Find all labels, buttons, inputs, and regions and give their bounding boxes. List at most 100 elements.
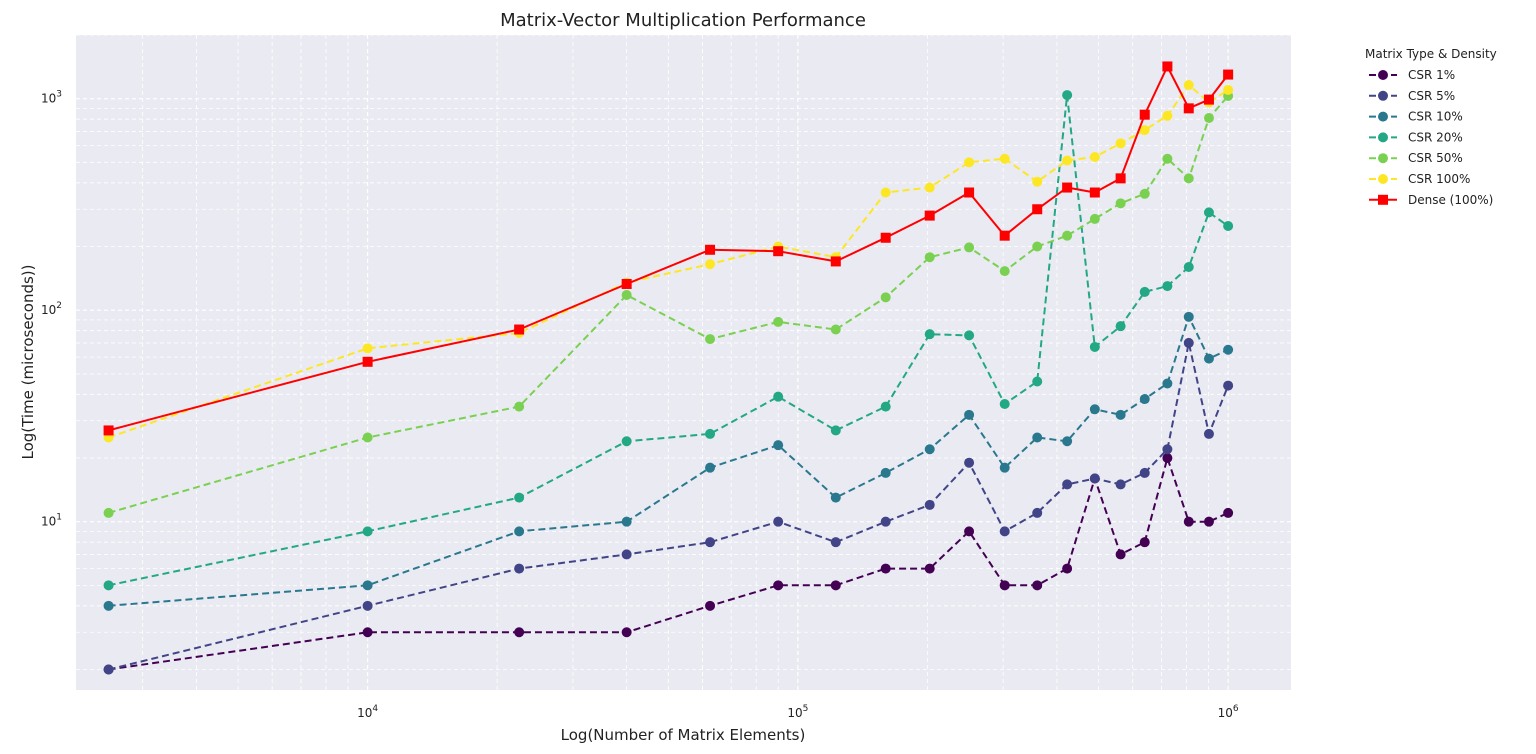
data-point: [1032, 580, 1043, 591]
data-point: [103, 664, 114, 675]
data-point: [514, 492, 525, 503]
data-point: [999, 153, 1010, 164]
data-point: [1183, 337, 1194, 348]
legend-item-csr-20: CSR 20%: [1369, 130, 1463, 144]
data-point: [1203, 113, 1214, 124]
data-point: [1203, 428, 1214, 439]
data-point: [880, 516, 891, 527]
data-point: [103, 600, 114, 611]
data-point: [1139, 109, 1150, 120]
data-point: [880, 467, 891, 478]
series-line-csr-100: [108, 84, 1229, 439]
data-point: [514, 401, 525, 412]
data-point: [1115, 549, 1126, 560]
data-point: [1183, 516, 1194, 527]
legend-label: CSR 20%: [1408, 130, 1463, 144]
series-csr-10: [103, 311, 1234, 611]
y-axis-label: Log(Time (microseconds)): [19, 264, 37, 459]
data-point: [1223, 84, 1234, 95]
data-point: [964, 157, 975, 168]
legend-swatch-marker: [1378, 132, 1388, 143]
data-point: [1223, 69, 1234, 80]
data-point: [362, 627, 373, 638]
data-point: [1139, 467, 1150, 478]
data-point: [1089, 341, 1100, 352]
data-point: [773, 440, 784, 451]
data-point: [362, 600, 373, 611]
series-line-csr-5: [108, 341, 1230, 671]
data-point: [773, 580, 784, 591]
data-point: [621, 516, 632, 527]
data-point: [1062, 230, 1073, 241]
y-tick-label: 101: [41, 513, 62, 529]
data-point: [1162, 110, 1173, 121]
data-point: [705, 600, 716, 611]
data-point: [1183, 173, 1194, 184]
legend-swatch-marker: [1378, 153, 1388, 164]
series-layer: [103, 61, 1234, 675]
data-point: [705, 259, 716, 270]
data-point: [1089, 187, 1100, 198]
data-point: [830, 580, 841, 591]
series-line-dense-100: [108, 65, 1229, 432]
data-point: [1223, 221, 1234, 232]
data-point: [1062, 436, 1073, 447]
data-point: [103, 580, 114, 591]
data-point: [1089, 404, 1100, 415]
data-point: [1183, 261, 1194, 272]
data-point: [999, 580, 1010, 591]
y-tick-label: 102: [41, 301, 62, 317]
legend-swatch-marker: [1378, 90, 1388, 101]
data-point: [621, 278, 632, 289]
series-dense-100: [103, 61, 1234, 436]
data-point: [1062, 90, 1073, 101]
data-point: [1089, 213, 1100, 224]
chart-title: Matrix-Vector Multiplication Performance: [500, 10, 866, 31]
legend-item-csr-10: CSR 10%: [1369, 110, 1463, 124]
series-line-csr-50: [108, 95, 1229, 514]
data-point: [964, 330, 975, 341]
data-point: [1139, 125, 1150, 136]
data-point: [362, 432, 373, 443]
data-point: [1089, 151, 1100, 162]
x-axis-label: Log(Number of Matrix Elements): [561, 726, 806, 744]
legend-label: Dense (100%): [1408, 193, 1493, 207]
data-point: [830, 425, 841, 436]
data-point: [1062, 182, 1073, 193]
data-point: [830, 537, 841, 548]
data-point: [964, 409, 975, 420]
data-point: [1223, 380, 1234, 391]
legend-item-csr-5: CSR 5%: [1369, 89, 1455, 103]
data-point: [999, 266, 1010, 277]
data-point: [880, 401, 891, 412]
data-point: [1162, 444, 1173, 455]
data-point: [1115, 173, 1126, 184]
y-tick-label: 103: [41, 90, 62, 106]
data-point: [514, 526, 525, 537]
legend-swatch-marker: [1378, 174, 1388, 184]
y-tick-labels: 101 102 103: [41, 90, 62, 529]
data-point: [1062, 155, 1073, 166]
data-point: [1139, 188, 1150, 199]
data-point: [705, 462, 716, 473]
legend-label: CSR 10%: [1408, 110, 1463, 124]
data-point: [999, 230, 1010, 241]
series-csr-20: [103, 90, 1234, 591]
data-point: [880, 563, 891, 574]
data-point: [1115, 138, 1126, 149]
data-point: [999, 526, 1010, 537]
data-point: [1203, 207, 1214, 218]
data-point: [1032, 376, 1043, 387]
data-point: [830, 324, 841, 335]
data-point: [1032, 204, 1043, 215]
legend-label: CSR 100%: [1408, 172, 1470, 186]
data-point: [103, 507, 114, 518]
x-tick-label: 105: [787, 704, 808, 720]
legend-label: CSR 1%: [1408, 68, 1455, 82]
data-point: [1223, 344, 1234, 355]
data-point: [964, 457, 975, 468]
data-point: [621, 549, 632, 560]
legend-label: CSR 50%: [1408, 151, 1463, 165]
series-line-csr-1: [108, 457, 1229, 671]
data-point: [1115, 479, 1126, 490]
